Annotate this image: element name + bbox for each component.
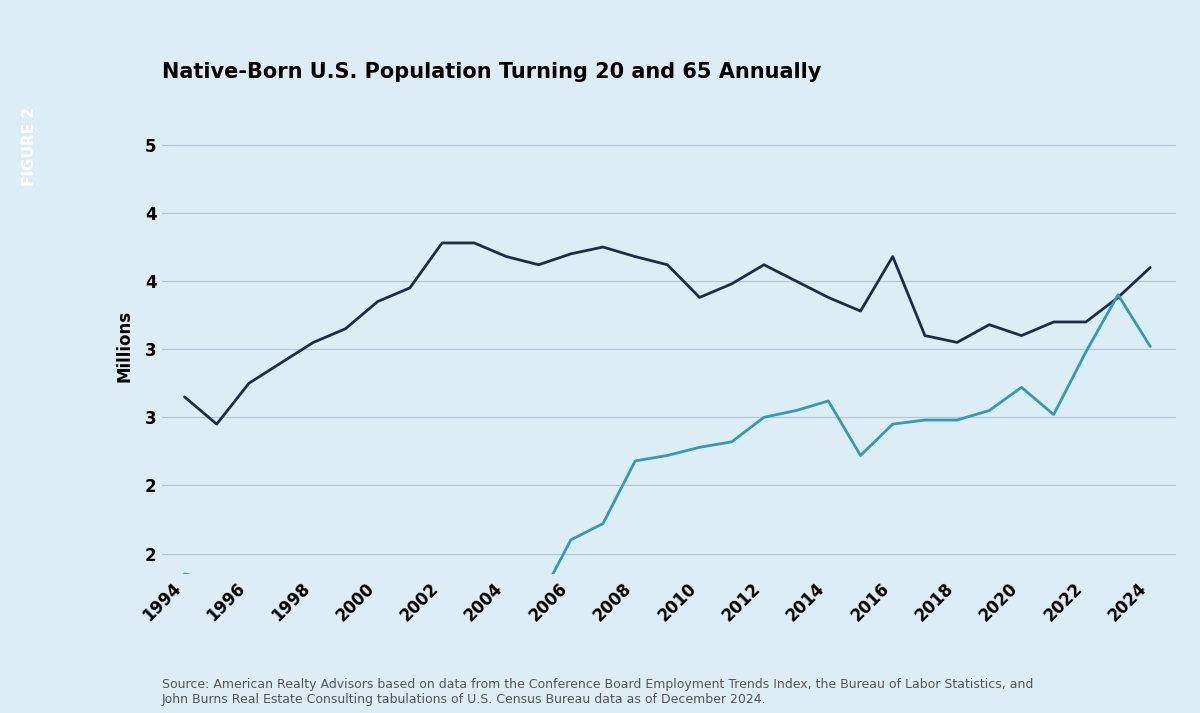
Text: Native-Born U.S. Population Turning 20 and 65 Annually: Native-Born U.S. Population Turning 20 a… xyxy=(162,62,821,82)
Text: Source: American Realty Advisors based on data from the Conference Board Employm: Source: American Realty Advisors based o… xyxy=(162,678,1033,706)
Y-axis label: Millions: Millions xyxy=(115,309,133,382)
Text: FIGURE 2: FIGURE 2 xyxy=(23,107,37,186)
